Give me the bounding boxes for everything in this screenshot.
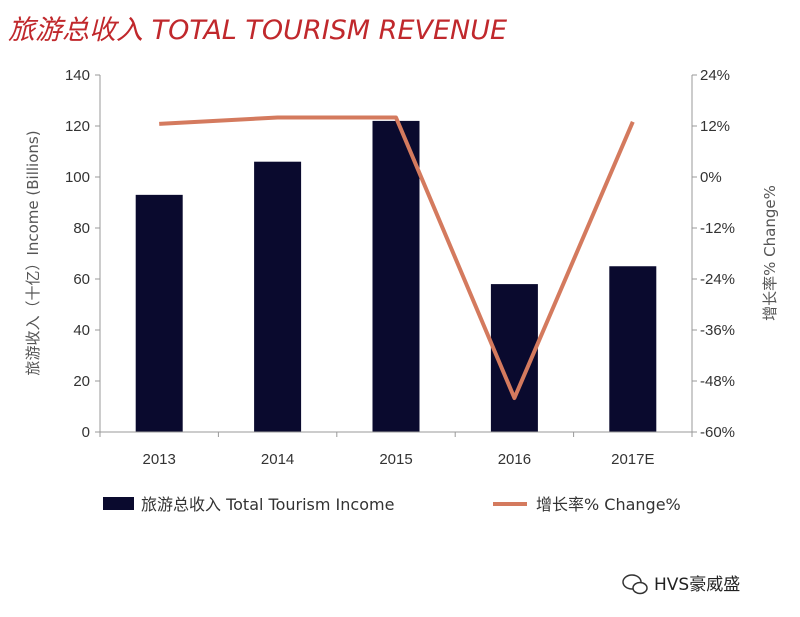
change-line bbox=[159, 115, 635, 400]
bar-2013 bbox=[135, 194, 183, 432]
y2-tick-label: -48% bbox=[700, 373, 735, 390]
x-tick-label: 2017E bbox=[611, 451, 654, 468]
wechat-icon bbox=[622, 574, 648, 595]
y2-tick-label: -36% bbox=[700, 322, 735, 339]
x-tick-label: 2015 bbox=[379, 451, 412, 468]
bar-2014 bbox=[254, 161, 302, 432]
y-tick-label: 120 bbox=[65, 118, 90, 135]
y-tick-label: 80 bbox=[73, 220, 90, 237]
y-tick-label: 60 bbox=[73, 271, 90, 288]
y2-tick-label: 12% bbox=[700, 118, 730, 135]
legend-line-label: 增长率% Change% bbox=[536, 495, 681, 514]
x-tick-label: 2013 bbox=[143, 451, 176, 468]
y2-tick-label: 24% bbox=[700, 67, 730, 84]
legend: 旅游总收入 Total Tourism Income 增长率% Change% bbox=[103, 495, 681, 514]
chart-title: 旅游总收入 TOTAL TOURISM REVENUE bbox=[8, 15, 508, 46]
y-tick-label: 0 bbox=[82, 424, 90, 441]
legend-bar-swatch bbox=[103, 497, 134, 510]
legend-bar-label: 旅游总收入 Total Tourism Income bbox=[141, 495, 394, 514]
y2-axis-label: 增长率% Change% bbox=[761, 185, 779, 321]
watermark: HVS豪威盛 bbox=[622, 574, 740, 595]
y-tick-label: 100 bbox=[65, 169, 90, 186]
y-tick-label: 40 bbox=[73, 322, 90, 339]
y-tick-label: 20 bbox=[73, 373, 90, 390]
x-tick-label: 2016 bbox=[498, 451, 531, 468]
y-axis-label: 旅游收入（十亿）Income (Billions) bbox=[24, 130, 42, 375]
y2-tick-label: -12% bbox=[700, 220, 735, 237]
x-tick-label: 2014 bbox=[261, 451, 294, 468]
y2-tick-label: -60% bbox=[700, 424, 735, 441]
watermark-text: HVS豪威盛 bbox=[654, 574, 740, 595]
bar-2017E bbox=[609, 266, 657, 432]
y-tick-label: 140 bbox=[65, 67, 90, 84]
y2-tick-label: 0% bbox=[700, 169, 722, 186]
bars-group bbox=[135, 120, 657, 433]
line-group bbox=[159, 115, 635, 400]
y2-tick-label: -24% bbox=[700, 271, 735, 288]
axes-group: 0 20 40 60 80 100 120 140 24% 12% 0% -12% -24% -36% -4… bbox=[24, 67, 779, 468]
bar-2015 bbox=[372, 120, 420, 433]
